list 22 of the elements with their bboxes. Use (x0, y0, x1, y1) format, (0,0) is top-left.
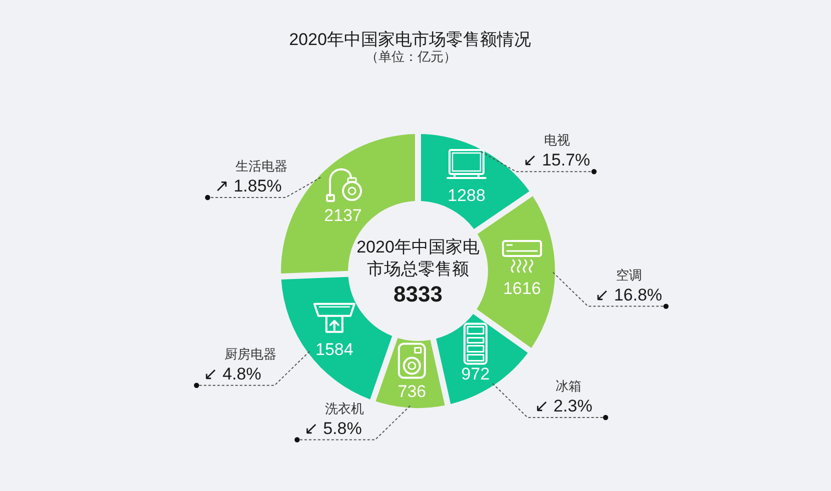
data-label: 736 (398, 382, 426, 401)
data-label: 2137 (324, 206, 362, 225)
text: 8333 (392, 280, 444, 309)
slice-label: 生活电器 (236, 158, 288, 174)
text: ↙ 4.8% (204, 364, 262, 384)
data-label: 1584 (316, 340, 354, 359)
slice-label: 冰箱 (556, 378, 582, 394)
data-label: 972 (461, 364, 490, 384)
text: ↙ 2.3% (534, 396, 592, 416)
slice-label: 厨房电器 (224, 346, 277, 362)
text: ↗ 1.85% (214, 176, 282, 196)
text: ↙ 5.8% (304, 418, 362, 438)
text: 2020年中国家电市场总零售额 (356, 236, 480, 281)
slice-label: 电视 (544, 132, 570, 148)
text: ↙ 15.7% (523, 150, 590, 170)
chart-subtitle: （单位：亿元） (366, 49, 456, 64)
slice-label: 空调 (616, 267, 642, 282)
text: ↙ 16.8% (594, 285, 662, 304)
chart-title: 2020年中国家电市场零售额情况 (289, 30, 531, 49)
slice-label: 洗衣机 (325, 400, 364, 416)
data-label: 1288 (448, 186, 486, 206)
data-label: 1616 (503, 279, 541, 298)
